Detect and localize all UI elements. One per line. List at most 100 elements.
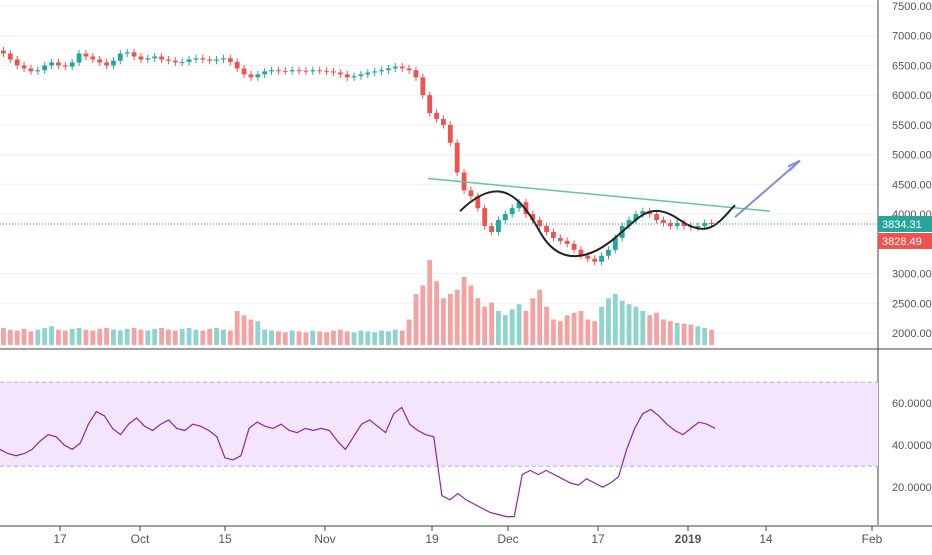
candle-body [179, 61, 185, 63]
candle-body [56, 62, 61, 66]
volume-bar [324, 332, 329, 345]
x-tick-label: 19 [425, 532, 439, 546]
candle-body [447, 124, 453, 143]
volume-bar [695, 326, 701, 345]
resistance-trend-line [427, 177, 771, 212]
volume-bar [124, 328, 130, 345]
candle-body [516, 202, 522, 209]
volume-bar [7, 329, 13, 345]
candle-body [434, 113, 439, 119]
candle-body [392, 66, 398, 69]
y-tick-label: 2500.00 [892, 298, 932, 310]
volume-bar [667, 321, 673, 345]
candle-body [599, 255, 604, 262]
volume-bar [392, 329, 398, 345]
candle-body [49, 62, 54, 66]
candle-body [117, 53, 123, 61]
volume-bar [186, 328, 192, 345]
volume-bar [633, 306, 639, 345]
candle-body [296, 70, 302, 72]
candle-body [269, 70, 274, 72]
candle-body [379, 70, 384, 72]
candle-body [337, 72, 343, 75]
x-tick-label: Oct [131, 532, 150, 546]
candle-body [592, 258, 598, 262]
volume-bar [248, 319, 254, 345]
volume-bar [255, 321, 261, 345]
y-tick-label: 3000.00 [892, 269, 932, 281]
y-tick-label: 7500.00 [892, 1, 932, 13]
x-tick-label: 14 [759, 532, 773, 546]
candle-body [324, 70, 329, 72]
candle-body [654, 214, 659, 221]
rsi-line [0, 406, 716, 518]
candle-body [83, 53, 89, 57]
volume-bar [427, 260, 433, 345]
candle-body [406, 68, 412, 71]
previous-price-label: 3828.49 [882, 236, 922, 248]
candle-body [454, 142, 460, 173]
volume-bar [564, 315, 570, 345]
volume-bar [619, 300, 625, 345]
volume-bar [138, 329, 144, 345]
volume-bar [214, 328, 219, 345]
volume-bar [344, 331, 350, 345]
candle-body [227, 58, 233, 62]
candle-body [28, 68, 34, 72]
volume-bar [28, 331, 34, 345]
candle-body [557, 237, 563, 241]
candle-body [358, 74, 364, 77]
candle-body [186, 59, 192, 62]
volume-bar [276, 331, 281, 345]
candle-body [612, 237, 618, 250]
volume-bar [674, 322, 680, 345]
volume-bar [681, 323, 687, 345]
rsi-band [0, 382, 878, 467]
candle-body [35, 70, 41, 72]
volume-bar [612, 294, 618, 345]
volume-bar [269, 330, 274, 345]
volume-bar [379, 330, 384, 345]
candle-body [351, 76, 357, 78]
candle-body [399, 66, 405, 69]
volume-bar [661, 319, 666, 345]
volume-bar [496, 311, 501, 345]
candle-body [76, 53, 82, 63]
candle-body [276, 70, 281, 72]
volume-bar [489, 302, 494, 345]
candle-body [695, 226, 701, 228]
candle-body [234, 61, 240, 69]
candle-body [193, 58, 199, 60]
y-tick-label: 4500.00 [892, 179, 932, 191]
volume-bar [447, 294, 453, 345]
volume-bar [69, 328, 75, 345]
volume-bar [454, 289, 460, 345]
volume-bar [551, 319, 556, 345]
candle-body [482, 208, 488, 227]
volume-bar [166, 329, 171, 345]
volume-bar [97, 328, 103, 345]
volume-bar [557, 321, 563, 345]
volume-bar [509, 309, 515, 345]
candle-body [159, 56, 164, 60]
volume-bar [56, 329, 61, 345]
candle-body [420, 77, 426, 96]
y-tick-label: 6000.00 [892, 90, 932, 102]
previous-price-tag [878, 232, 932, 249]
rsi-tick-label: 40.0000 [892, 440, 932, 452]
volume-bar [90, 330, 96, 345]
volume-bar [537, 289, 543, 345]
candle-body [544, 226, 549, 232]
volume-bar [626, 304, 632, 345]
volume-bar [688, 324, 694, 345]
x-tick-label: Dec [497, 532, 518, 546]
volume-bar [200, 330, 206, 345]
y-tick-label: 5500.00 [892, 120, 932, 132]
volume-bar [62, 330, 68, 345]
candle-body [255, 74, 261, 78]
volume-bar [461, 277, 467, 345]
volume-bar [331, 330, 336, 345]
candle-body [530, 214, 536, 221]
